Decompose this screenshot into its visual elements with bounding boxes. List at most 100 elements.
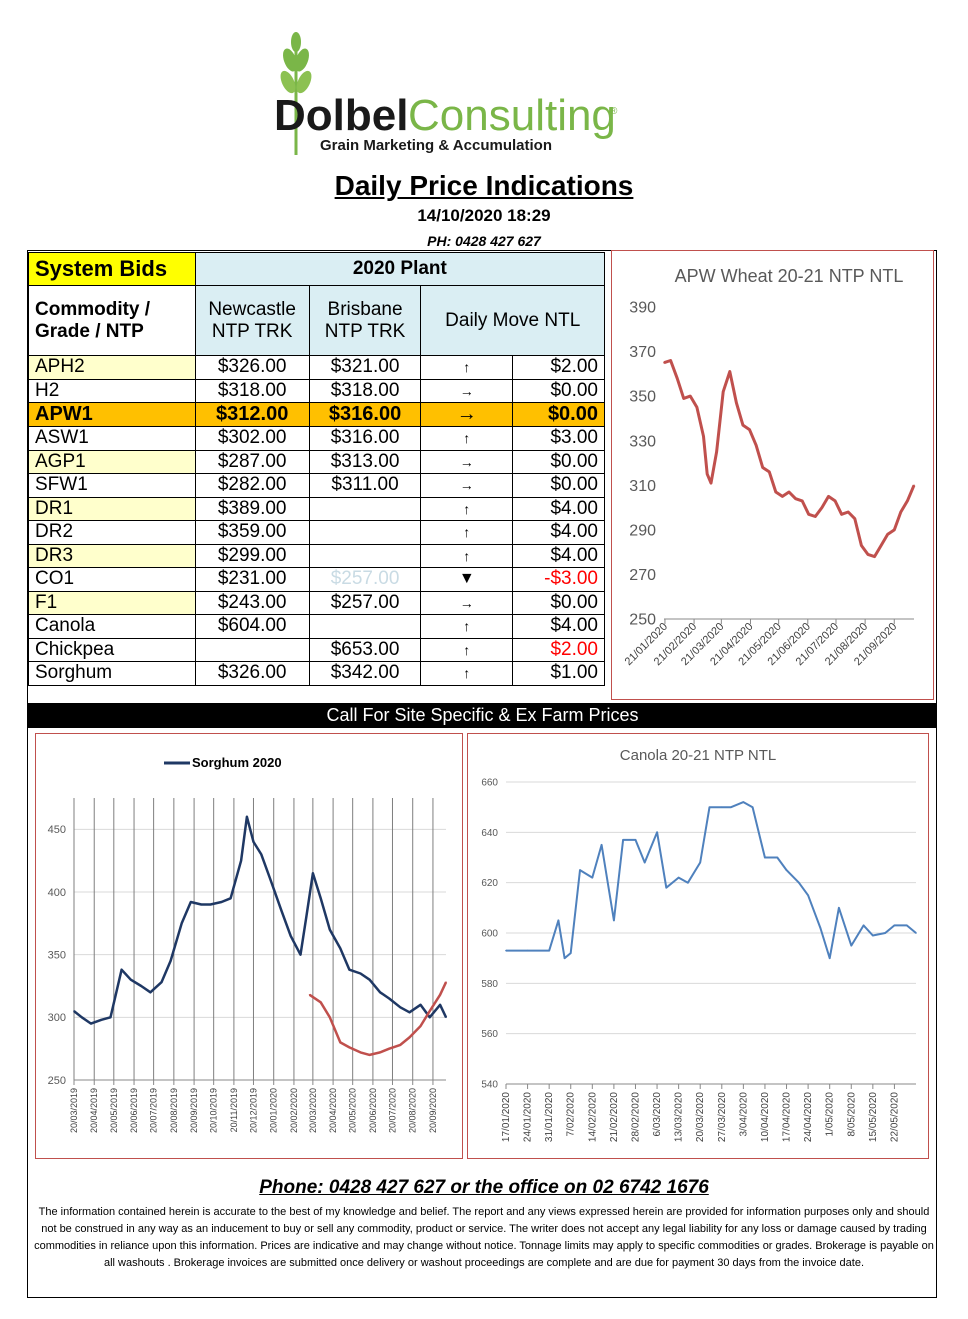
y-tick-label: 390 (629, 300, 656, 317)
data-point (399, 1044, 402, 1046)
y-tick-label: 640 (481, 828, 498, 839)
data-point (880, 544, 882, 547)
x-tick-label: 31/01/2020 (544, 1092, 555, 1142)
newcastle-price-cell: $389.00 (194, 496, 310, 521)
data-point (656, 831, 658, 834)
daily-move-cell: -$3.00 (512, 567, 605, 592)
x-tick-label: 20/03/2020 (308, 1088, 318, 1133)
data-point (798, 881, 800, 884)
data-point (893, 924, 896, 927)
newcastle-price-cell: $287.00 (194, 449, 310, 474)
grade-cell: DR2 (28, 520, 196, 545)
data-point (149, 991, 152, 994)
data-point (862, 924, 865, 927)
grade-cell: DR1 (28, 496, 196, 521)
data-point (428, 1016, 431, 1019)
y-tick-label: 290 (629, 522, 656, 539)
data-point (689, 395, 692, 397)
brisbane-price-cell: $342.00 (308, 661, 422, 686)
y-tick-label: 370 (629, 344, 656, 361)
table-row: Canola $604.00 ↑ $4.00 (28, 614, 605, 639)
table-row: CO1 $231.00 $257.00 ▼ -$3.00 (28, 567, 605, 592)
newcastle-price-cell: $243.00 (194, 590, 310, 615)
newcastle-price-cell: $282.00 (194, 473, 310, 498)
brisbane-price-cell: $313.00 (308, 449, 422, 474)
daily-move-cell: $0.00 (512, 590, 605, 615)
data-point (100, 1019, 103, 1021)
x-tick-label: 28/02/2020 (630, 1092, 641, 1142)
data-point (906, 924, 908, 927)
data-point (840, 513, 843, 516)
data-point (563, 957, 566, 959)
move-direction-icon: ↑ (420, 496, 514, 521)
data-point (308, 994, 311, 996)
brisbane-price-cell: $257.00 (308, 567, 422, 592)
newcastle-price-cell (194, 637, 310, 662)
x-tick-label: 20/04/2020 (328, 1088, 338, 1133)
data-point (319, 897, 322, 900)
grade-cell: SFW1 (28, 473, 196, 498)
x-tick-label: 10/04/2020 (760, 1092, 771, 1142)
move-direction-icon: ▼ (420, 567, 514, 592)
data-point (439, 994, 441, 996)
x-tick-label: 20/02/2020 (289, 1088, 299, 1133)
x-tick-label: 20/09/2020 (428, 1088, 438, 1133)
move-direction-icon: → (420, 473, 514, 498)
x-tick-label: 20/06/2020 (368, 1088, 378, 1133)
table-row: AGP1 $287.00 $313.00 → $0.00 (28, 449, 605, 474)
data-point (827, 495, 830, 498)
grade-cell: ASW1 (28, 426, 196, 451)
data-point (445, 1016, 447, 1019)
x-tick-label: 20/07/2020 (387, 1088, 397, 1133)
x-tick-label: 14/02/2020 (587, 1092, 598, 1142)
price-table: System Bids 2020 Plant Commodity / Grade… (28, 252, 606, 686)
data-point (209, 903, 212, 906)
newcastle-price-cell: $302.00 (194, 426, 310, 451)
apw-wheat-chart-svg: APW Wheat 20-21 NTP NTL 250 270 290 310 330 35… (623, 266, 916, 668)
brisbane-price-cell: $318.00 (308, 378, 422, 403)
grade-cell: AGP1 (28, 449, 196, 474)
data-point (850, 944, 853, 947)
data-point (677, 876, 680, 879)
chart-title: Canola 20-21 NTP NTL (620, 747, 776, 764)
brisbane-price-cell: $311.00 (308, 473, 422, 498)
daily-move-cell: $4.00 (512, 496, 605, 521)
y-tick-label: 660 (481, 778, 498, 789)
data-point (312, 872, 314, 874)
newcastle-price-cell: $359.00 (194, 520, 310, 545)
y-tick-label: 270 (629, 567, 656, 584)
grade-cell: F1 (28, 590, 196, 615)
logo-registered-mark: ® (610, 106, 618, 117)
data-point (428, 1010, 431, 1012)
x-tick-label: 20/07/2019 (149, 1088, 159, 1133)
y-tick-label: 580 (481, 979, 498, 990)
logo-tagline: Grain Marketing & Accumulation (320, 137, 552, 154)
data-point (399, 1006, 402, 1009)
chart-title: APW Wheat 20-21 NTP NTL (675, 266, 904, 286)
data-point (140, 985, 142, 987)
x-tick-label: 8/05/2020 (846, 1092, 857, 1137)
move-direction-icon: ↑ (420, 355, 514, 380)
data-point (120, 968, 123, 971)
daily-move-cell: $4.00 (512, 520, 605, 545)
table-row: ASW1 $302.00 $316.00 ↑ $3.00 (28, 426, 605, 451)
data-point (742, 424, 744, 426)
data-point (160, 981, 163, 983)
move-direction-icon: ↑ (420, 520, 514, 545)
brisbane-price-cell: $653.00 (308, 637, 422, 662)
grade-cell: APW1 (28, 402, 196, 427)
data-point (748, 428, 751, 431)
grade-cell: Chickpea (28, 637, 196, 662)
table-row: H2 $318.00 $318.00 → $0.00 (28, 378, 605, 403)
brisbane-price-cell (308, 496, 422, 521)
data-point (761, 466, 764, 469)
data-point (722, 390, 724, 393)
x-tick-label: 20/05/2019 (109, 1088, 119, 1133)
data-point (854, 517, 856, 520)
x-tick-label: 6/03/2020 (652, 1092, 663, 1137)
apw-wheat-chart: APW Wheat 20-21 NTP NTL 250 270 290 310 330 35… (611, 250, 934, 700)
y-tick-label: 330 (629, 433, 656, 450)
data-point (180, 922, 183, 925)
data-point (505, 949, 507, 952)
data-point (751, 806, 754, 808)
